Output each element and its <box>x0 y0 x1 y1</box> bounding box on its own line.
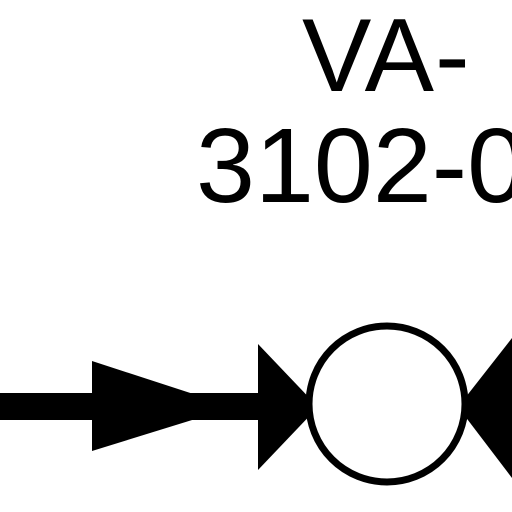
valve-left-triangle-icon <box>258 344 318 470</box>
valve-tag-number: 3102-0 <box>196 107 512 225</box>
valve-right-triangle-icon <box>458 338 512 478</box>
valve-tag-prefix: VA- <box>302 0 471 114</box>
flow-arrow-icon <box>92 361 218 451</box>
circle-actuator-icon <box>305 322 469 486</box>
